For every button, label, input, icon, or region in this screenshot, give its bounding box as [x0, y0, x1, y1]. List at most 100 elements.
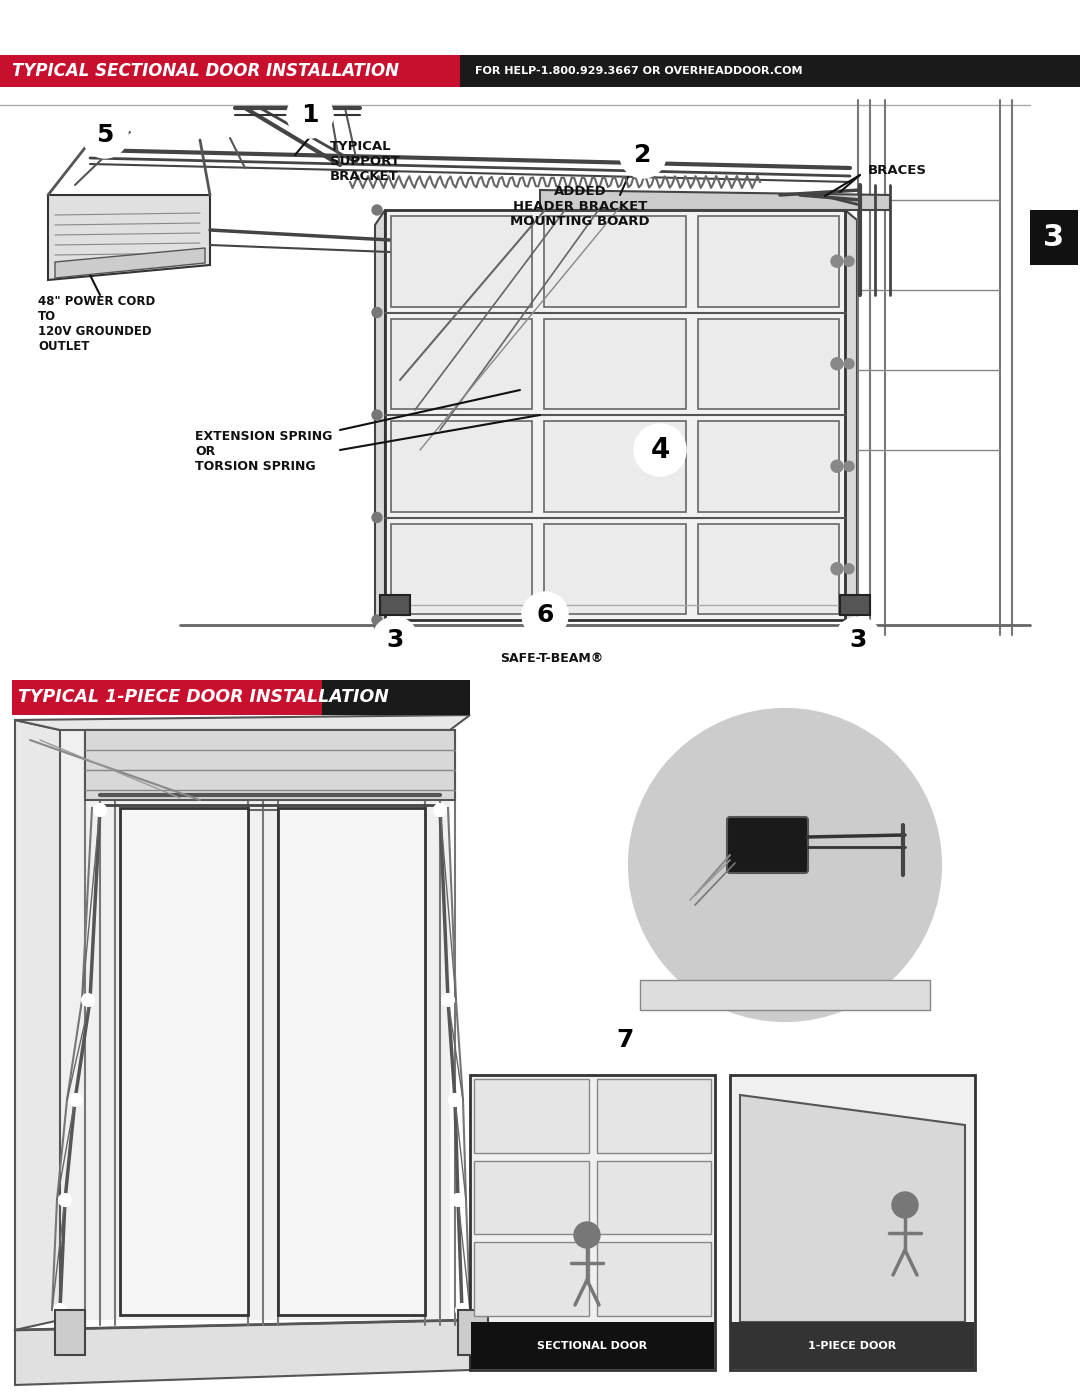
Polygon shape [278, 807, 426, 1315]
FancyBboxPatch shape [55, 1310, 85, 1355]
Polygon shape [384, 210, 845, 620]
FancyBboxPatch shape [544, 217, 686, 306]
Circle shape [59, 1194, 71, 1206]
Circle shape [54, 1303, 66, 1316]
FancyBboxPatch shape [698, 420, 839, 511]
FancyBboxPatch shape [596, 1242, 711, 1316]
FancyBboxPatch shape [391, 420, 532, 511]
Polygon shape [740, 1095, 966, 1322]
Circle shape [288, 94, 332, 137]
FancyBboxPatch shape [0, 54, 460, 87]
FancyBboxPatch shape [471, 1322, 714, 1369]
Text: SECTIONAL DOOR: SECTIONAL DOOR [538, 1341, 648, 1351]
Polygon shape [845, 210, 858, 629]
FancyBboxPatch shape [391, 217, 532, 306]
Circle shape [843, 359, 854, 369]
Polygon shape [48, 196, 210, 279]
FancyBboxPatch shape [596, 1161, 711, 1235]
Polygon shape [640, 981, 930, 1010]
FancyBboxPatch shape [698, 217, 839, 306]
FancyBboxPatch shape [391, 524, 532, 615]
FancyBboxPatch shape [596, 1078, 711, 1153]
Circle shape [83, 113, 127, 156]
Polygon shape [15, 715, 470, 731]
Circle shape [621, 133, 665, 177]
Circle shape [831, 563, 843, 574]
Polygon shape [540, 190, 890, 210]
FancyBboxPatch shape [698, 319, 839, 409]
Polygon shape [15, 719, 60, 1330]
Circle shape [836, 617, 880, 662]
Circle shape [372, 307, 382, 317]
FancyBboxPatch shape [1030, 210, 1078, 265]
Text: TYPICAL SECTIONAL DOOR INSTALLATION: TYPICAL SECTIONAL DOOR INSTALLATION [12, 61, 399, 80]
Text: EXTENSION SPRING
OR
TORSION SPRING: EXTENSION SPRING OR TORSION SPRING [195, 430, 333, 474]
Circle shape [831, 256, 843, 267]
Circle shape [449, 1094, 461, 1106]
FancyBboxPatch shape [458, 1310, 488, 1355]
FancyBboxPatch shape [730, 1076, 975, 1370]
Circle shape [82, 995, 94, 1006]
FancyBboxPatch shape [474, 1242, 589, 1316]
Circle shape [843, 564, 854, 574]
Polygon shape [375, 210, 384, 636]
FancyBboxPatch shape [470, 1076, 715, 1370]
FancyBboxPatch shape [544, 524, 686, 615]
FancyBboxPatch shape [322, 680, 470, 715]
FancyBboxPatch shape [840, 595, 870, 615]
FancyBboxPatch shape [380, 595, 410, 615]
Polygon shape [85, 731, 455, 800]
FancyBboxPatch shape [460, 54, 1080, 87]
Text: 5: 5 [96, 123, 113, 147]
Circle shape [635, 425, 685, 475]
Circle shape [372, 615, 382, 624]
Circle shape [573, 1222, 600, 1248]
Text: 6: 6 [537, 604, 554, 627]
Text: SAFE-T-BEAM®: SAFE-T-BEAM® [500, 652, 604, 665]
Circle shape [372, 513, 382, 522]
FancyBboxPatch shape [731, 1322, 974, 1369]
Polygon shape [55, 249, 205, 278]
Text: BRACES: BRACES [868, 163, 927, 176]
Text: 3: 3 [849, 629, 866, 652]
Text: 1-PIECE DOOR: 1-PIECE DOOR [808, 1341, 896, 1351]
Circle shape [843, 461, 854, 471]
Text: 1: 1 [301, 103, 319, 127]
Text: 7: 7 [617, 1028, 634, 1052]
Circle shape [523, 592, 567, 637]
Text: 4: 4 [650, 436, 670, 464]
Circle shape [603, 1018, 647, 1062]
Text: 3: 3 [387, 629, 404, 652]
Circle shape [630, 710, 940, 1020]
Circle shape [831, 358, 843, 370]
Text: FOR HELP-1.800.929.3667 OR OVERHEADDOOR.COM: FOR HELP-1.800.929.3667 OR OVERHEADDOOR.… [475, 66, 802, 75]
Polygon shape [15, 1320, 470, 1384]
Circle shape [434, 805, 446, 816]
Circle shape [94, 805, 106, 816]
Polygon shape [60, 731, 450, 1320]
Text: 3: 3 [1043, 222, 1065, 251]
Circle shape [892, 1192, 918, 1218]
Circle shape [442, 995, 454, 1006]
Text: TYPICAL 1-PIECE DOOR INSTALLATION: TYPICAL 1-PIECE DOOR INSTALLATION [18, 689, 389, 707]
Text: 48" POWER CORD
TO
120V GROUNDED
OUTLET: 48" POWER CORD TO 120V GROUNDED OUTLET [38, 295, 156, 353]
FancyBboxPatch shape [544, 319, 686, 409]
Circle shape [372, 409, 382, 420]
FancyBboxPatch shape [727, 817, 808, 873]
Polygon shape [120, 807, 248, 1315]
Text: TYPICAL
SUPPORT
BRACKET: TYPICAL SUPPORT BRACKET [330, 140, 400, 183]
FancyBboxPatch shape [391, 319, 532, 409]
Text: 2: 2 [634, 142, 651, 168]
Circle shape [372, 205, 382, 215]
FancyBboxPatch shape [474, 1161, 589, 1235]
FancyBboxPatch shape [698, 524, 839, 615]
FancyBboxPatch shape [474, 1078, 589, 1153]
Circle shape [843, 256, 854, 267]
Circle shape [453, 1194, 464, 1206]
Circle shape [70, 1094, 82, 1106]
Circle shape [831, 460, 843, 472]
Text: ADDED
HEADER BRACKET
MOUNTING BOARD: ADDED HEADER BRACKET MOUNTING BOARD [510, 184, 650, 228]
Circle shape [373, 617, 417, 662]
FancyBboxPatch shape [544, 420, 686, 511]
Circle shape [456, 1303, 468, 1316]
